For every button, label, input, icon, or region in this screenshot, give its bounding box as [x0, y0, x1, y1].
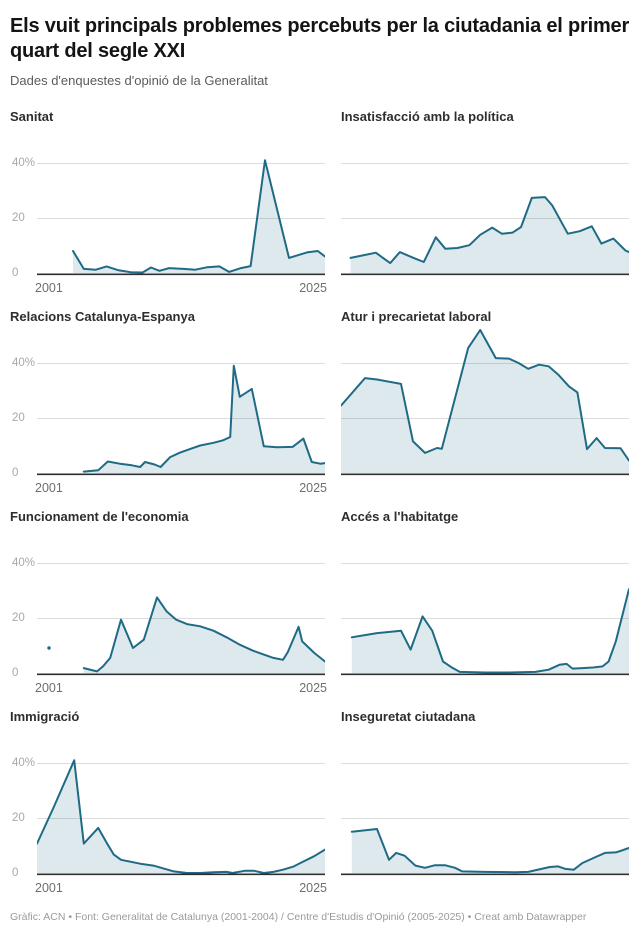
- page-subtitle: Dades d'enquestes d'opinió de la General…: [10, 73, 268, 88]
- x-axis-labels-immigracio: 2001 2025: [35, 877, 327, 895]
- x-axis-label-end: 2025: [299, 681, 327, 695]
- chart-panel-title-insatisfaccio-politica: Insatisfacció amb la política: [341, 109, 514, 124]
- chart-panel-title-sanitat: Sanitat: [10, 109, 54, 124]
- area-fill-sanitat: [73, 160, 325, 273]
- charts-grid: Sanitat 40% 20 0 2001 2025 Insatisfacció amb l…: [0, 98, 640, 898]
- chart-panel-inseguretat-ciutadana: Inseguretat ciutadana: [320, 698, 640, 898]
- y-tick-label-40: 40%: [12, 557, 36, 569]
- chart-panel-atur-precarietat-laboral: Atur i precarietat laboral: [320, 298, 640, 498]
- trend-line-acces-habitatge: [350, 588, 629, 674]
- chart-panel-title-immigracio: Immigració: [10, 709, 80, 724]
- trend-line-inseguretat-ciutadana: [350, 828, 629, 874]
- area-fill-atur-precarietat-laboral: [341, 330, 629, 473]
- x-axis-label-start: 2001: [35, 481, 63, 495]
- chart-panel-relacions-catalunya-espanya: Relacions Catalunya-Espanya 40% 20 0 2001 202…: [0, 298, 327, 498]
- chart-panel-title-inseguretat-ciutadana: Inseguretat ciutadana: [341, 709, 476, 724]
- area-fill-relacions-catalunya-espanya: [83, 365, 325, 473]
- y-tick-label-20: 20: [12, 812, 25, 824]
- chart-panel-title-funcionament-economia: Funcionament de l'economia: [10, 509, 189, 524]
- chart-area-row-atur-precarietat-laboral: [341, 327, 640, 477]
- chart-area-row-relacions-catalunya-espanya: 40% 20 0: [10, 327, 325, 479]
- chart-svg-insatisfaccio-politica: [341, 163, 629, 276]
- y-tick-label-0: 0: [12, 867, 19, 879]
- page-title: Els vuit principals problemes percebuts …: [10, 15, 630, 62]
- chart-svg-atur-precarietat-laboral: [341, 329, 629, 476]
- x-axis-labels-sanitat: 2001 2025: [35, 277, 327, 295]
- y-tick-label-40: 40%: [12, 357, 36, 369]
- area-fill-funcionament-economia: [83, 597, 325, 673]
- area-fill-insatisfaccio-politica: [350, 197, 629, 273]
- chart-area-row-acces-habitatge: [341, 527, 640, 677]
- y-tick-label-20: 20: [12, 212, 25, 224]
- area-fill-inseguretat-ciutadana: [351, 829, 629, 873]
- chart-svg-acces-habitatge: [341, 563, 629, 676]
- chart-svg-funcionament-economia: [37, 563, 325, 676]
- y-tick-label-40: 40%: [12, 157, 36, 169]
- chart-svg-inseguretat-ciutadana: [341, 763, 629, 876]
- area-fill-immigracio: [37, 760, 325, 873]
- x-axis-label-end: 2025: [299, 481, 327, 495]
- chart-footer-credit: Gràfic: ACN • Font: Generalitat de Catal…: [10, 911, 587, 923]
- y-axis-labels-immigracio: 40% 20 0: [10, 727, 37, 879]
- chart-panel-title-acces-habitatge: Accés a l'habitatge: [341, 509, 459, 524]
- chart-panel-insatisfaccio-politica: Insatisfacció amb la política: [320, 98, 640, 298]
- trend-line-relacions-catalunya-espanya: [82, 364, 325, 473]
- area-fill-acces-habitatge: [351, 589, 629, 673]
- chart-svg-immigracio: [37, 759, 325, 876]
- x-axis-label-start: 2001: [35, 681, 63, 695]
- chart-area-row-funcionament-economia: 40% 20 0: [10, 527, 325, 679]
- chart-panel-title-atur-precarietat-laboral: Atur i precarietat laboral: [341, 309, 492, 324]
- y-tick-label-0: 0: [12, 467, 19, 479]
- chart-svg-relacions-catalunya-espanya: [37, 363, 325, 476]
- trend-line-atur-precarietat-laboral: [341, 329, 629, 462]
- chart-area-row-sanitat: 40% 20 0: [10, 127, 325, 279]
- x-axis-label-start: 2001: [35, 881, 63, 895]
- chart-header: Els vuit principals problemes percebuts …: [0, 0, 640, 88]
- y-tick-label-0: 0: [12, 667, 19, 679]
- isolated-data-point-funcionament-economia: [47, 646, 51, 650]
- y-tick-label-40: 40%: [12, 757, 36, 769]
- trend-line-immigracio: [37, 759, 325, 874]
- chart-panel-immigracio: Immigració 40% 20 0 2001 2025: [0, 698, 327, 898]
- y-axis-labels-relacions-catalunya-espanya: 40% 20 0: [10, 327, 37, 479]
- y-tick-label-20: 20: [12, 612, 25, 624]
- y-tick-label-0: 0: [12, 267, 19, 279]
- x-axis-label-end: 2025: [299, 881, 327, 895]
- x-axis-labels-relacions-catalunya-espanya: 2001 2025: [35, 477, 327, 495]
- chart-panel-funcionament-economia: Funcionament de l'economia 40% 20 0 2001 2025: [0, 498, 327, 698]
- chart-panel-title-relacions-catalunya-espanya: Relacions Catalunya-Espanya: [10, 309, 195, 324]
- trend-line-sanitat: [72, 159, 325, 274]
- chart-panel-sanitat: Sanitat 40% 20 0 2001 2025: [0, 98, 327, 298]
- trend-line-funcionament-economia: [82, 596, 325, 673]
- chart-area-row-inseguretat-ciutadana: [341, 727, 640, 877]
- chart-area-row-immigracio: 40% 20 0: [10, 727, 325, 879]
- y-axis-labels-funcionament-economia: 40% 20 0: [10, 527, 37, 679]
- x-axis-labels-funcionament-economia: 2001 2025: [35, 677, 327, 695]
- x-axis-label-end: 2025: [299, 281, 327, 295]
- chart-panel-acces-habitatge: Accés a l'habitatge: [320, 498, 640, 698]
- y-axis-labels-sanitat: 40% 20 0: [10, 127, 37, 279]
- y-tick-label-20: 20: [12, 412, 25, 424]
- chart-svg-sanitat: [37, 159, 325, 276]
- x-axis-label-start: 2001: [35, 281, 63, 295]
- chart-area-row-insatisfaccio-politica: [341, 127, 640, 277]
- trend-line-insatisfaccio-politica: [349, 196, 629, 265]
